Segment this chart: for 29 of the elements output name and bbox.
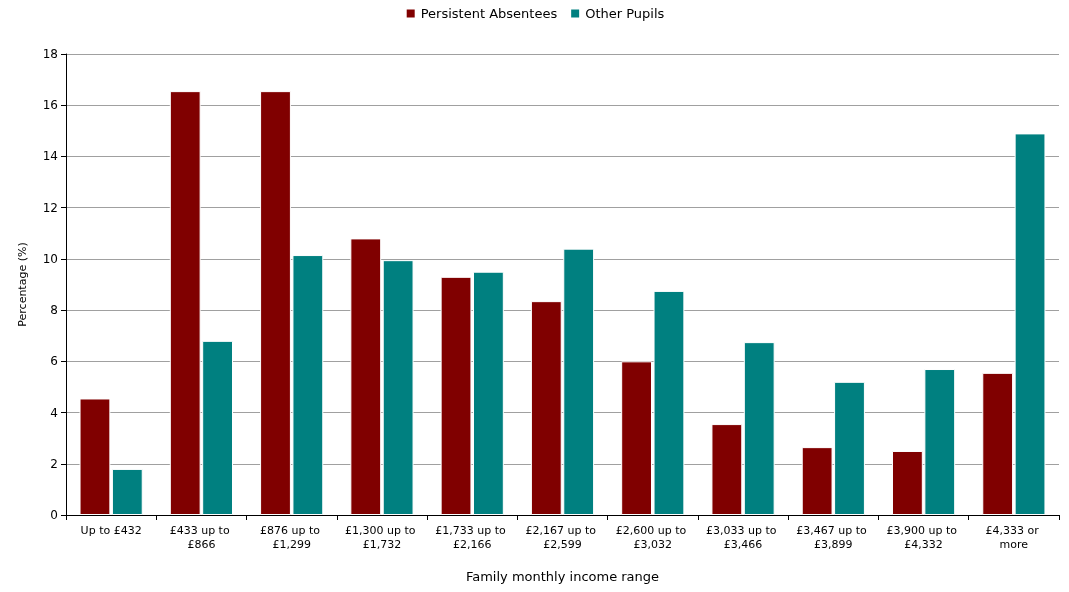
x-tick-label: £2,167 up to £2,599 <box>525 523 600 551</box>
y-tick-label: 14 <box>42 149 58 164</box>
x-tick-label: £876 up to £1,299 <box>259 523 324 551</box>
x-axis-title: Family monthly income range <box>465 569 660 584</box>
bar <box>743 342 775 515</box>
x-tick-label: £3,900 up to £4,332 <box>886 523 961 551</box>
y-tick-label: 10 <box>42 251 58 266</box>
x-tick-label: £2,600 up to £3,032 <box>615 523 690 551</box>
bar <box>711 424 743 515</box>
y-tick-label: 12 <box>42 200 58 215</box>
x-tick-label: Up to £432 <box>80 523 142 537</box>
x-tick-label: £1,300 up to £1,732 <box>344 523 419 551</box>
x-tick-label: £433 up to £866 <box>169 523 234 551</box>
y-tick-label: 0 <box>50 508 58 522</box>
x-tick-label: £3,467 up to £3,899 <box>796 523 871 551</box>
bar <box>382 260 414 515</box>
y-tick-label: 6 <box>50 354 58 369</box>
y-tick-label: 4 <box>50 405 58 420</box>
x-tick-label: £1,733 up to £2,166 <box>435 523 510 551</box>
x-tick-label: £3,033 up to £3,466 <box>706 523 781 551</box>
legend-label: Other Pupils <box>585 6 665 21</box>
bar <box>350 238 382 515</box>
y-tick-label: 18 <box>42 47 58 61</box>
y-axis-title: Percentage (%) <box>16 242 29 327</box>
y-tick-label: 8 <box>50 303 58 318</box>
legend-label: Persistent Absentees <box>420 6 558 21</box>
y-tick-label: 16 <box>42 98 58 113</box>
y-tick-label: 2 <box>50 456 58 471</box>
x-tick-label: £4,333 or more <box>985 523 1043 551</box>
